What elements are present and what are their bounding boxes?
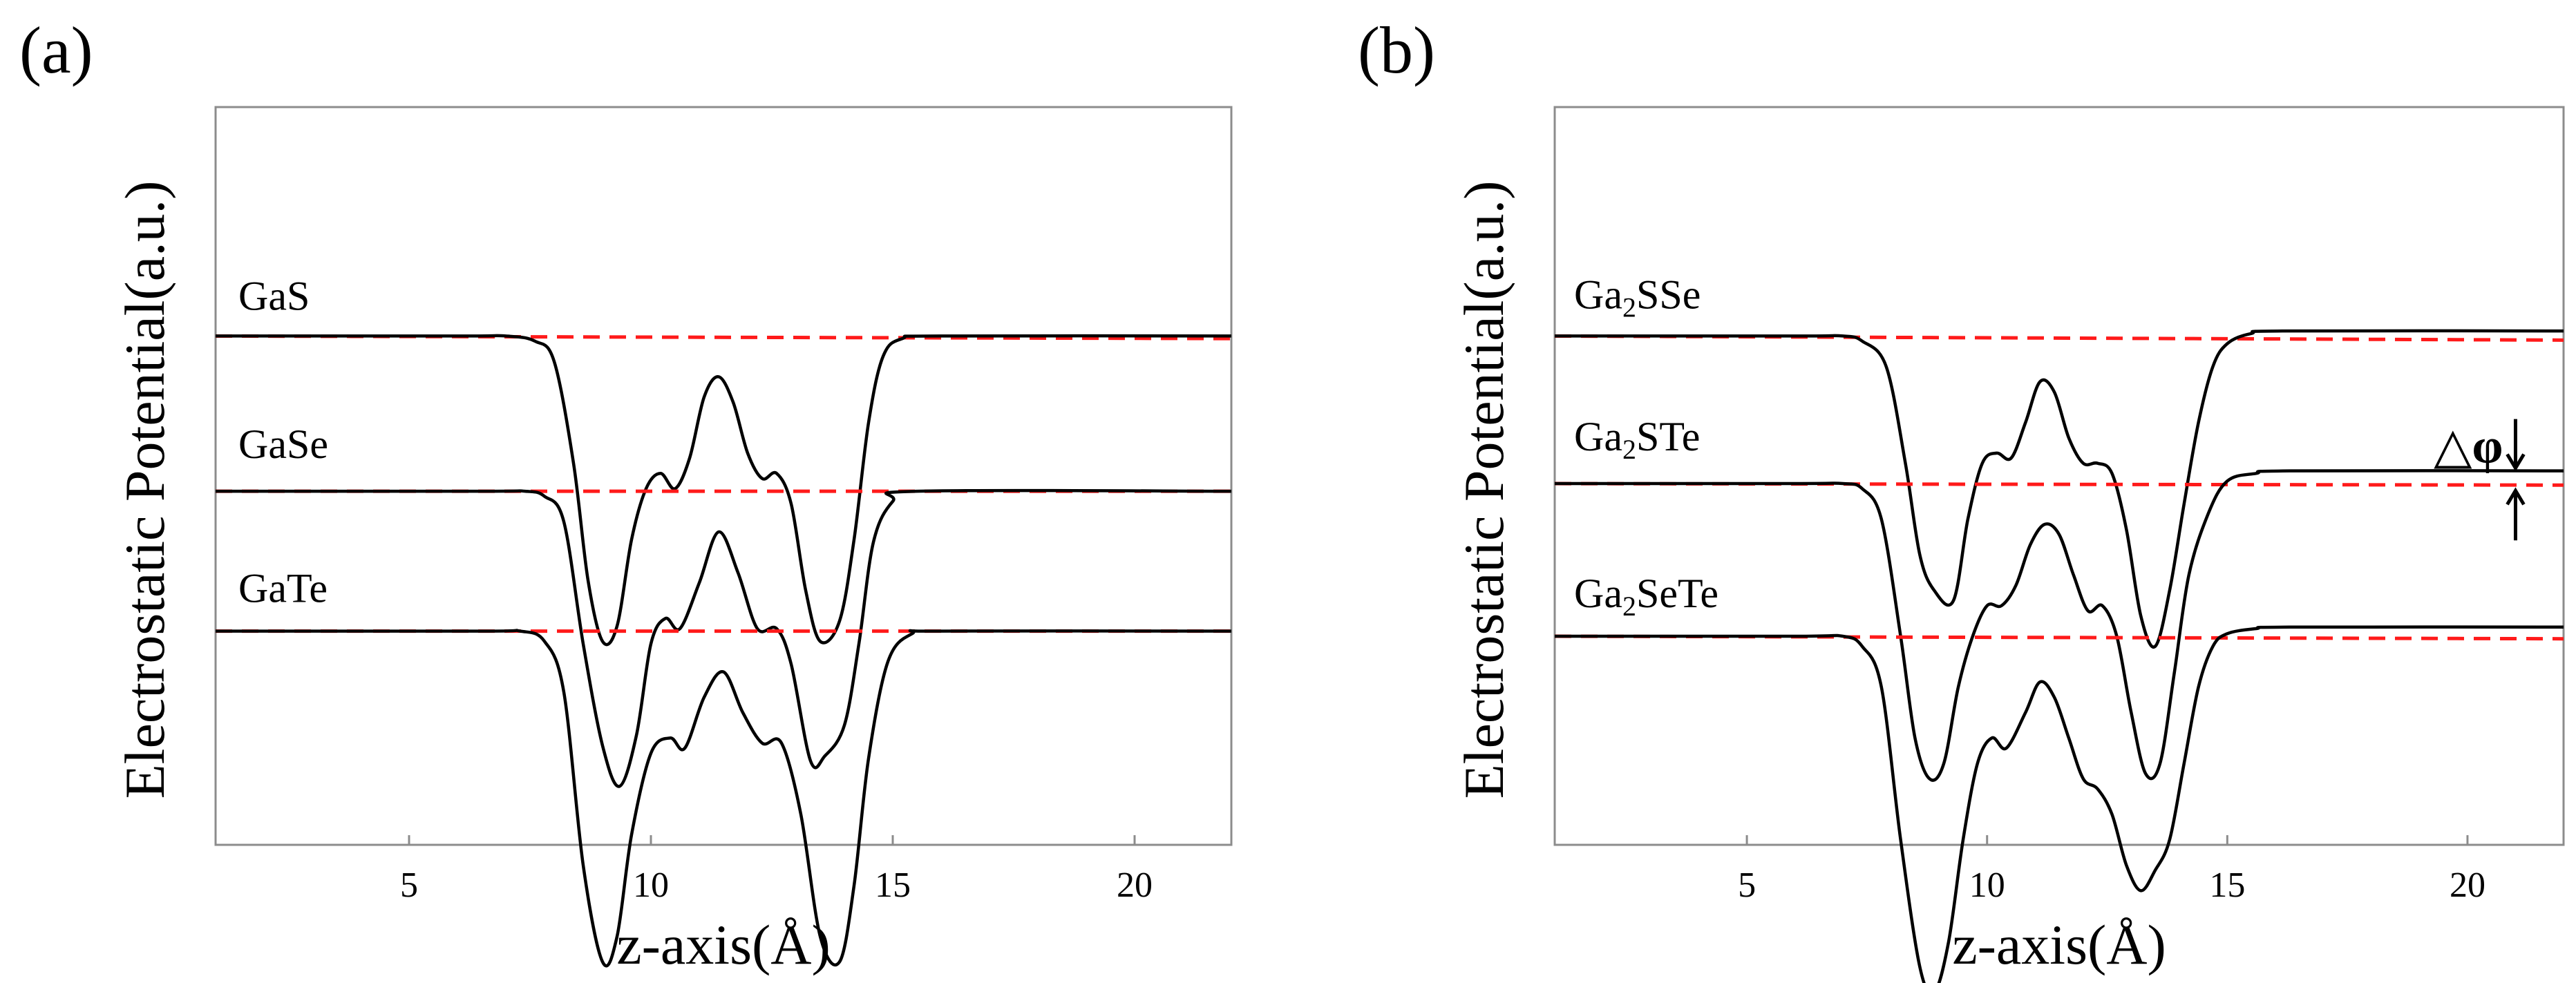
series-label-gate: GaTe xyxy=(238,566,328,611)
series-label-part: GaSe xyxy=(238,421,328,467)
series-label-ga2sete: Ga2SeTe xyxy=(1574,571,1718,622)
series-label-gase: GaSe xyxy=(238,421,328,467)
series-label-ga2ste: Ga2STe xyxy=(1574,414,1700,465)
y-axis-title: Electrostatic Potential(a.u.) xyxy=(1452,181,1515,799)
plot-frame xyxy=(214,106,1233,846)
delta-phi-label: △φ xyxy=(2434,419,2503,474)
series-line-ga2sete xyxy=(1555,625,2564,983)
series-label-part: Ga xyxy=(1574,414,1622,459)
series-label-part: Ga xyxy=(1574,271,1622,317)
x-axis-title: z-axis(Å) xyxy=(1952,913,2166,976)
series-label-part: 2 xyxy=(1622,591,1636,622)
series-label-part: Ga xyxy=(1574,571,1622,616)
series-label-gas: GaS xyxy=(238,273,310,318)
series-line-gate xyxy=(215,629,1232,968)
down-arrow-icon xyxy=(2506,419,2526,472)
x-tick-label: 20 xyxy=(1117,866,1153,905)
series-label-part: 2 xyxy=(1622,292,1636,323)
series-line-gas xyxy=(216,334,1232,647)
series-line-ga2sse xyxy=(1555,329,2564,649)
series-line-ga2ste xyxy=(1555,469,2564,782)
x-tick-label: 20 xyxy=(2450,866,2485,905)
up-arrow-icon xyxy=(2506,487,2526,541)
series-label-part: SSe xyxy=(1636,271,1701,317)
series-label-ga2sse: Ga2SSe xyxy=(1574,271,1701,323)
x-tick-label: 10 xyxy=(1969,866,2005,905)
x-axis-title: z-axis(Å) xyxy=(616,913,831,976)
x-tick-label: 10 xyxy=(633,866,669,905)
panel-b: (b) 5 10 15 20 z-axis(Å) Electrostatic Potenti… xyxy=(1358,13,2565,983)
x-tick-label: 15 xyxy=(2209,866,2245,905)
panel-label: (a) xyxy=(19,13,93,87)
series-label-part: GaS xyxy=(238,273,310,318)
plot-frame xyxy=(1553,106,2565,846)
series-label-part: GaTe xyxy=(238,566,328,611)
series-label-part: 2 xyxy=(1622,434,1636,465)
y-axis-title: Electrostatic Potential(a.u.) xyxy=(113,181,176,799)
series-label-part: SeTe xyxy=(1636,571,1718,616)
panel-a: (a) 5 10 15 20 z-axis(Å) Electrostatic Potenti… xyxy=(19,13,1233,976)
series-line-gase xyxy=(216,488,1232,788)
panel-label: (b) xyxy=(1358,13,1435,87)
x-tick-label: 5 xyxy=(400,866,418,905)
x-tick-label: 5 xyxy=(1738,866,1756,905)
x-tick-label: 15 xyxy=(875,866,911,905)
series-label-part: STe xyxy=(1636,414,1700,459)
